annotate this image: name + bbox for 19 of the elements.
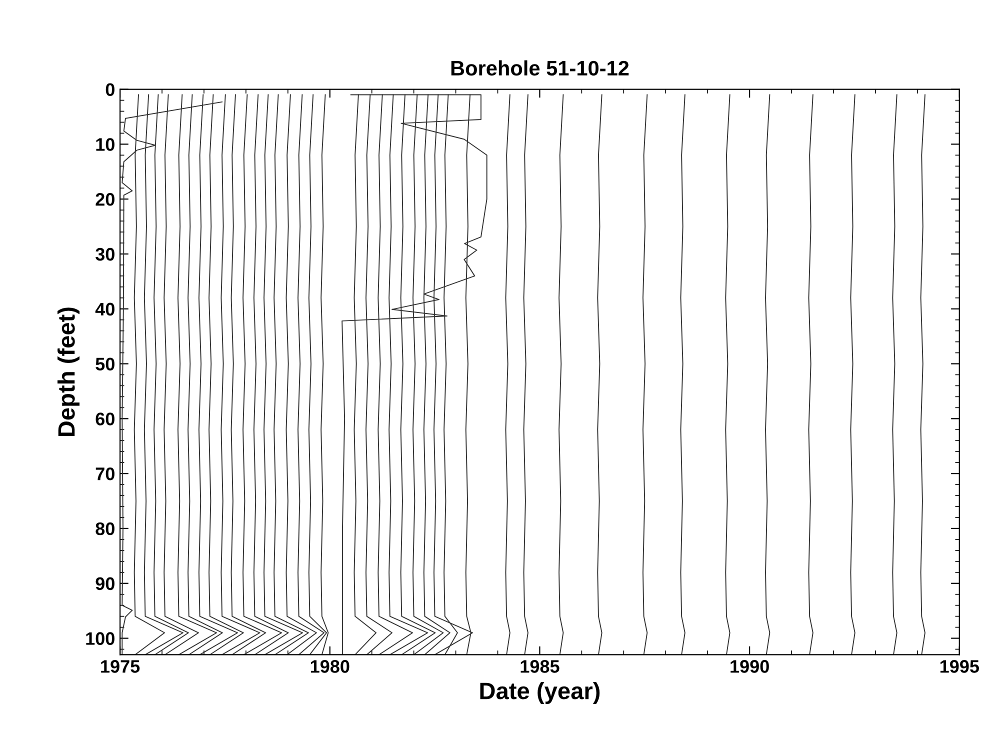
y-tick-label: 0 bbox=[106, 83, 114, 96]
y-tick-label: 30 bbox=[96, 248, 114, 261]
y-axis-title: Depth (feet) bbox=[58, 308, 80, 436]
x-tick-label: 1975 bbox=[101, 660, 140, 673]
chart-title: Borehole 51-10-12 bbox=[451, 60, 629, 76]
x-tick-label: 1985 bbox=[520, 660, 560, 673]
y-tick-label: 90 bbox=[96, 577, 114, 590]
y-tick-label: 80 bbox=[96, 522, 114, 536]
x-axis-title: Date (year) bbox=[480, 682, 600, 704]
y-tick-label: 60 bbox=[96, 412, 114, 426]
x-tick-label: 1995 bbox=[940, 660, 979, 673]
y-tick-label: 10 bbox=[96, 138, 114, 151]
y-tick-label: 40 bbox=[95, 302, 114, 316]
x-tick-label: 1980 bbox=[310, 660, 350, 673]
y-tick-label: 50 bbox=[96, 358, 114, 370]
x-tick-label: 1990 bbox=[730, 660, 769, 673]
y-tick-label: 100 bbox=[86, 632, 114, 645]
y-tick-label: 20 bbox=[96, 193, 114, 206]
y-tick-label: 70 bbox=[96, 467, 114, 480]
